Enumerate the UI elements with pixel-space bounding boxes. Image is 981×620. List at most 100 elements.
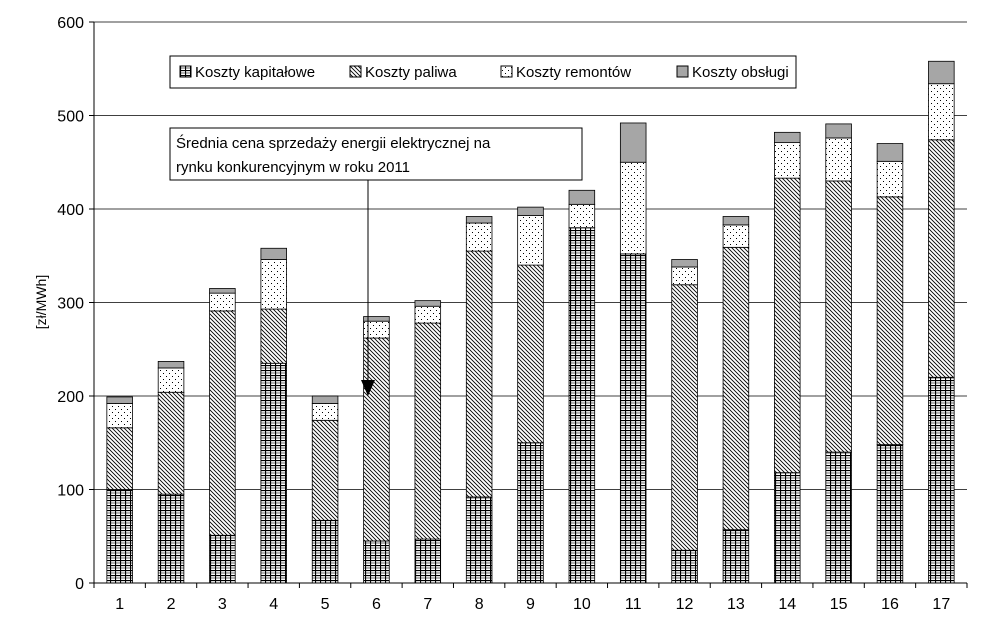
bar-6-series-3: [363, 316, 390, 322]
bar-7-series-1: [414, 322, 442, 540]
y-tick-label-1: 100: [57, 483, 84, 500]
bar-12-series-2: [671, 266, 698, 286]
x-tick-label-11: 12: [676, 596, 694, 613]
bar-16-series-1: [876, 196, 904, 446]
bar-15-series-3: [825, 123, 852, 139]
bar-14-series-3: [774, 131, 801, 144]
bar-5-series-0: [311, 519, 339, 584]
x-tick-label-1: 2: [167, 596, 176, 613]
bar-12-series-0: [671, 549, 698, 584]
bar-12-series-1: [671, 284, 698, 551]
bar-13-series-3: [722, 216, 750, 226]
bar-6-series-2: [363, 320, 390, 339]
bar-14-series-1: [774, 177, 801, 474]
x-tick-label-9: 10: [573, 596, 591, 613]
x-tick-label-2: 3: [218, 596, 227, 613]
bar-9-series-3: [517, 206, 544, 216]
bar-11-series-2: [619, 161, 647, 255]
y-tick-label-2: 200: [57, 389, 84, 406]
legend-label-3: Koszty obsługi: [692, 64, 789, 81]
bar-2-series-0: [157, 493, 185, 584]
bar-4-series-2: [260, 259, 287, 310]
x-tick-label-15: 16: [881, 596, 899, 613]
x-tick-labels: 1 2 3 4 5 6 7 8 9 10 11 12 13 14 15 16 17: [115, 596, 950, 613]
bar-5-series-2: [311, 403, 339, 421]
annotation-line-2: rynku konkurencyjnym w roku 2011: [176, 159, 410, 176]
bar-1-series-2: [106, 403, 133, 429]
bar-8-series-3: [465, 216, 493, 224]
bar-10-series-3: [568, 189, 596, 205]
bar-15-series-1: [825, 180, 852, 453]
bar-8-series-1: [465, 250, 493, 498]
axes: [89, 21, 968, 588]
bar-11-series-3: [619, 122, 647, 163]
bar-2-series-2: [157, 367, 185, 393]
bar-5-series-3: [311, 395, 339, 404]
x-tick-label-5: 6: [372, 596, 381, 613]
legend-box: [169, 55, 797, 89]
bar-7-series-0: [414, 538, 442, 584]
x-tick-label-16: 17: [932, 596, 950, 613]
y-tick-label-3: 300: [57, 296, 84, 313]
bar-13-series-2: [722, 224, 750, 248]
bar-10-series-2: [568, 203, 596, 229]
legend-swatch-3: [676, 65, 689, 78]
bars: [106, 60, 955, 584]
legend-swatch-2: [500, 65, 513, 78]
bar-14-series-0: [774, 472, 801, 584]
bar-1-series-0: [106, 489, 133, 584]
legend-label-2: Koszty remontów: [516, 64, 631, 81]
x-tick-label-7: 8: [475, 596, 484, 613]
bar-3-series-2: [209, 292, 236, 312]
legend: Koszty kapitałowe Koszty paliwa Koszty rem…: [169, 55, 797, 89]
bar-8-series-0: [465, 496, 493, 584]
bar-17-series-2: [928, 83, 955, 141]
bar-7-series-2: [414, 305, 442, 324]
bar-16-series-2: [876, 160, 904, 198]
bar-6-series-0: [363, 540, 390, 584]
bar-17-series-3: [928, 60, 955, 85]
bar-16-series-3: [876, 143, 904, 162]
bar-1-series-1: [106, 427, 133, 490]
legend-label-0: Koszty kapitałowe: [195, 64, 315, 81]
legend-swatch-1: [349, 65, 362, 78]
y-axis-label: [zł/MWh]: [33, 275, 49, 329]
annotation-line-1: Średnia cena sprzedaży energii elektrycz…: [176, 134, 491, 152]
bar-2-series-1: [157, 391, 185, 495]
bar-3-series-3: [209, 288, 236, 294]
x-tick-label-0: 1: [115, 596, 124, 613]
bar-13-series-0: [722, 529, 750, 584]
bar-4-series-3: [260, 247, 287, 260]
y-tick-label-4: 400: [57, 202, 84, 219]
bar-12-series-3: [671, 259, 698, 268]
bar-11-series-0: [619, 253, 647, 584]
x-tick-label-12: 13: [727, 596, 745, 613]
legend-label-1: Koszty paliwa: [365, 64, 457, 81]
y-tick-labels: 0 100 200 300 400 500 600: [57, 15, 84, 593]
x-tick-label-3: 4: [269, 596, 278, 613]
bar-17-series-0: [928, 376, 955, 584]
legend-swatch-0: [179, 65, 192, 78]
bar-17-series-1: [928, 139, 955, 378]
bar-4-series-1: [260, 308, 287, 364]
annotation-arrow-head: [361, 380, 375, 396]
y-tick-label-5: 500: [57, 109, 84, 126]
y-tick-label-6: 600: [57, 15, 84, 32]
x-tick-label-4: 5: [321, 596, 330, 613]
bar-3-series-1: [209, 310, 236, 536]
bar-15-series-2: [825, 137, 852, 182]
bar-5-series-1: [311, 419, 339, 521]
y-tick-label-0: 0: [75, 576, 84, 593]
bar-16-series-0: [876, 444, 904, 584]
x-tick-label-6: 7: [423, 596, 432, 613]
bar-2-series-3: [157, 361, 185, 369]
bar-9-series-1: [517, 264, 544, 444]
bar-13-series-1: [722, 246, 750, 531]
x-tick-label-14: 15: [830, 596, 848, 613]
bar-15-series-0: [825, 451, 852, 584]
bar-3-series-0: [209, 534, 236, 584]
bar-4-series-0: [260, 362, 287, 584]
bar-10-series-0: [568, 227, 596, 584]
annotation: Średnia cena sprzedaży energii elektrycz…: [169, 127, 583, 396]
